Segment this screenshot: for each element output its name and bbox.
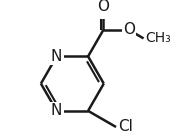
Text: O: O [97,0,109,14]
Text: N: N [51,49,62,64]
Text: Cl: Cl [118,120,133,135]
Text: N: N [51,103,62,118]
Text: CH₃: CH₃ [145,31,171,45]
Text: O: O [123,22,135,37]
